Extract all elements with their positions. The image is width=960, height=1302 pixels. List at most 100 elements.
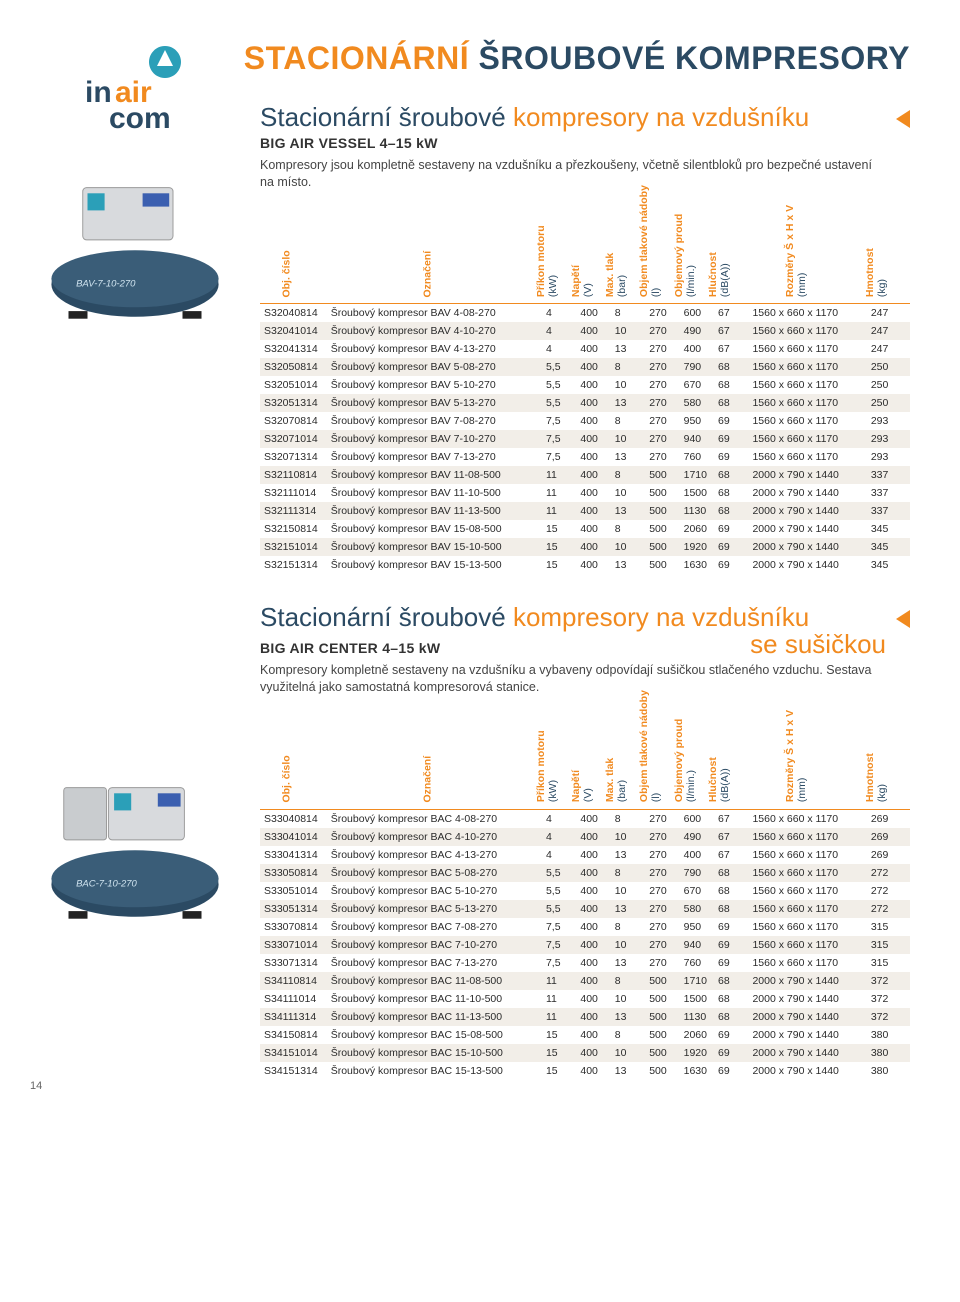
table-cell: 10	[611, 936, 645, 954]
table-cell: 8	[611, 864, 645, 882]
table-cell: 500	[645, 1026, 679, 1044]
table-cell: 1560 x 660 x 1170	[748, 340, 866, 358]
product-image-1: BAV-7-10-270	[40, 180, 240, 337]
table-cell: 2000 x 790 x 1440	[748, 1062, 866, 1080]
table-cell: 68	[714, 864, 748, 882]
table-cell: 2060	[680, 1026, 714, 1044]
table-cell: Šroubový kompresor BAC 7-08-270	[327, 918, 542, 936]
table-cell: 270	[645, 882, 679, 900]
table-cell: 250	[867, 358, 910, 376]
table-cell: 4	[542, 828, 576, 846]
table-cell: 1560 x 660 x 1170	[748, 412, 866, 430]
table-row: S33041014Šroubový kompresor BAC 4-10-270…	[260, 828, 910, 846]
table-row: S34111014Šroubový kompresor BAC 11-10-50…	[260, 990, 910, 1008]
table-cell: 8	[611, 412, 645, 430]
table-cell: S32051014	[260, 376, 327, 394]
table-cell: 600	[680, 304, 714, 323]
table-cell: 315	[867, 954, 910, 972]
table-cell: 69	[714, 556, 748, 574]
table-row: S32040814Šroubový kompresor BAV 4-08-270…	[260, 304, 910, 323]
table-cell: 500	[645, 466, 679, 484]
table-cell: 345	[867, 538, 910, 556]
table-cell: 500	[645, 972, 679, 990]
table-cell: 67	[714, 340, 748, 358]
table-cell: 8	[611, 918, 645, 936]
table-center: Obj. čísloOznačeníPříkon motoru(kW)Napět…	[260, 714, 910, 1080]
table-cell: 68	[714, 502, 748, 520]
table-cell: Šroubový kompresor BAC 4-13-270	[327, 846, 542, 864]
svg-text:in: in	[85, 76, 112, 109]
table-cell: Šroubový kompresor BAV 15-13-500	[327, 556, 542, 574]
table-cell: 1560 x 660 x 1170	[748, 828, 866, 846]
table-cell: 400	[680, 846, 714, 864]
table-cell: 1560 x 660 x 1170	[748, 882, 866, 900]
table-cell: 400	[576, 1026, 610, 1044]
table-cell: 2000 x 790 x 1440	[748, 538, 866, 556]
table-cell: 760	[680, 448, 714, 466]
table-cell: 2000 x 790 x 1440	[748, 466, 866, 484]
table-row: S33071314Šroubový kompresor BAC 7-13-270…	[260, 954, 910, 972]
table-cell: Šroubový kompresor BAC 11-08-500	[327, 972, 542, 990]
table-row: S33051314Šroubový kompresor BAC 5-13-270…	[260, 900, 910, 918]
table-cell: 8	[611, 809, 645, 828]
table-cell: 4	[542, 322, 576, 340]
table-cell: 270	[645, 828, 679, 846]
table-cell: 580	[680, 900, 714, 918]
table-cell: 1500	[680, 484, 714, 502]
brand-logo: in air com	[85, 40, 215, 135]
table-row: S32051014Šroubový kompresor BAV 5-10-270…	[260, 376, 910, 394]
table-cell: S33041014	[260, 828, 327, 846]
table-cell: 68	[714, 882, 748, 900]
table-cell: Šroubový kompresor BAC 7-10-270	[327, 936, 542, 954]
table-cell: 15	[542, 1026, 576, 1044]
table-cell: 400	[576, 1044, 610, 1062]
table-cell: 940	[680, 936, 714, 954]
table-cell: Šroubový kompresor BAV 5-08-270	[327, 358, 542, 376]
table-cell: 270	[645, 448, 679, 466]
table-cell: 15	[542, 1044, 576, 1062]
table-cell: Šroubový kompresor BAV 11-13-500	[327, 502, 542, 520]
table-cell: 68	[714, 358, 748, 376]
table-cell: Šroubový kompresor BAC 7-13-270	[327, 954, 542, 972]
table-cell: 1130	[680, 502, 714, 520]
table-cell: 400	[576, 990, 610, 1008]
table-cell: 68	[714, 990, 748, 1008]
table-cell: 345	[867, 520, 910, 538]
caret-left-icon	[896, 110, 910, 128]
table-cell: 270	[645, 376, 679, 394]
table-cell: S32041314	[260, 340, 327, 358]
table-cell: 400	[576, 484, 610, 502]
table-cell: Šroubový kompresor BAV 4-13-270	[327, 340, 542, 358]
table-cell: 1560 x 660 x 1170	[748, 846, 866, 864]
table-cell: 400	[576, 954, 610, 972]
table-cell: Šroubový kompresor BAC 5-10-270	[327, 882, 542, 900]
table-cell: S32040814	[260, 304, 327, 323]
table-cell: 11	[542, 990, 576, 1008]
table-cell: 5,5	[542, 864, 576, 882]
table-row: S32110814Šroubový kompresor BAV 11-08-50…	[260, 466, 910, 484]
section2-desc: Kompresory kompletně sestaveny na vzdušn…	[260, 662, 886, 696]
table-cell: 68	[714, 484, 748, 502]
table-cell: 293	[867, 448, 910, 466]
table-cell: Šroubový kompresor BAV 7-13-270	[327, 448, 542, 466]
table-cell: Šroubový kompresor BAC 15-10-500	[327, 1044, 542, 1062]
table-cell: S33070814	[260, 918, 327, 936]
table-cell: 247	[867, 304, 910, 323]
table-cell: 15	[542, 520, 576, 538]
table-cell: 400	[576, 809, 610, 828]
table-cell: 7,5	[542, 448, 576, 466]
table-cell: 1560 x 660 x 1170	[748, 918, 866, 936]
table-cell: 337	[867, 466, 910, 484]
table-cell: 490	[680, 828, 714, 846]
table-cell: 400	[576, 412, 610, 430]
table-cell: 380	[867, 1026, 910, 1044]
table-cell: 400	[576, 1062, 610, 1080]
table-cell: 270	[645, 358, 679, 376]
table-cell: 2000 x 790 x 1440	[748, 1008, 866, 1026]
table-cell: 500	[645, 502, 679, 520]
table-cell: Šroubový kompresor BAC 4-10-270	[327, 828, 542, 846]
table-row: S33041314Šroubový kompresor BAC 4-13-270…	[260, 846, 910, 864]
column-header: Hlučnost(dB(A))	[714, 209, 748, 304]
table-cell: 2000 x 790 x 1440	[748, 990, 866, 1008]
table-cell: 380	[867, 1044, 910, 1062]
